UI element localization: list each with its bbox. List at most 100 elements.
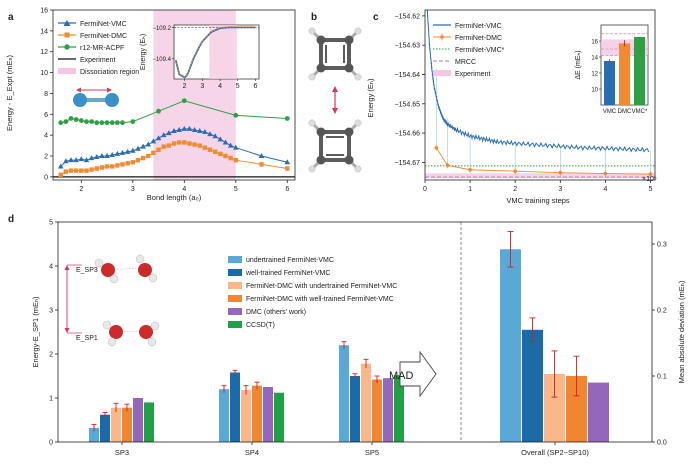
data-point [88,155,95,161]
bar [339,345,349,442]
inset-y-tick-label: 10 [591,88,598,94]
data-point [197,143,202,148]
y-tick-label: 3 [49,308,53,315]
y-tick-label: 16 [40,8,48,15]
panel-a-label: a [8,12,14,23]
x-tick-label: 5 [234,186,238,193]
panel-a-series [57,98,291,177]
data-point [232,144,239,150]
data-point [258,153,265,159]
data-point [228,155,233,161]
y2-tick-label: 0.0 [657,440,667,447]
data-point [79,168,84,173]
y2-tick-label: 0.1 [657,373,667,380]
inset-bar [619,43,630,105]
panel-b: b [308,12,362,173]
data-point [119,149,126,155]
category-label: SP4 [245,448,259,457]
data-point [161,144,166,149]
data-point [84,168,89,173]
data-point [145,141,152,147]
panel-d: d SP3 SP4 SP5 Overall (SP2~SP10) 0 1 2 3 4 5 0.0 0.… [8,214,686,457]
y-tick-label: 12 [40,49,48,56]
legend-d-4: DMC (others' work) [246,309,306,316]
data-point [58,120,64,126]
data-point [94,120,100,126]
data-point [68,168,74,173]
y-tick-label: 2 [44,154,48,161]
data-point [259,162,264,167]
data-point [160,132,167,138]
bar [100,414,110,442]
data-point [78,118,84,123]
oxygen-atom [109,325,123,339]
data-point [110,164,115,169]
data-point [182,140,187,145]
data-point [151,150,156,156]
bar [383,378,393,442]
data-point [156,147,161,152]
data-point [135,145,141,151]
legend-a-expt: Experiment [80,57,115,64]
inset-x-tick-label: 5 [236,83,240,90]
panel-c: c 0 1 2 3 4 5−154.62−154.63−154.64−154.65−154… [366,9,657,205]
y-tick-label: 14 [40,28,48,35]
y2-tick-label: 0.3 [657,241,667,248]
inset-x-tick-label: 2 [183,83,187,90]
data-point [166,130,172,136]
legend-c-vmcstar: FermiNet-VMC* [455,47,505,54]
data-point [99,165,105,170]
data-point [140,155,146,161]
data-point [109,120,115,126]
y-tick-label: −154.67 [395,160,421,167]
data-point [233,112,239,118]
data-point [120,120,125,126]
panel-d-label: d [8,214,14,225]
data-point [196,127,203,133]
panel-c-series [426,9,653,178]
data-point [83,157,90,163]
panel-a: a 2 3 4 5 6 0 2 4 6 8 10 12 14 16 Bond length (a₀) En… [5,8,296,202]
panel-a-inset: 2 3 4 5 6 −109.2 −109.4 Energy (Eₕ) [140,24,260,90]
legend-a-dmc: FermiNet-DMC [80,33,127,40]
y-tick-label: 2 [49,352,53,359]
mad-bar [566,375,587,442]
data-point [166,143,172,148]
y-tick-label: 6 [44,112,48,119]
panel-d-bars [89,230,609,442]
data-point [171,127,177,133]
data-point [227,142,234,148]
data-point [130,160,136,165]
vmc-trace [426,9,650,153]
inset-category-label: DMC [618,109,632,115]
mad-label: MAD [389,370,414,382]
bar [219,389,229,442]
legend-a-vmc: FermiNet-VMC [80,21,127,28]
panel-c-label: c [373,12,379,23]
panel-c-legend: FermiNet-VMC FermiNet-DMC FermiNet-VMC* … [433,23,505,78]
data-point [223,153,228,159]
n2-molecule-illustration [73,87,119,107]
y-tick-label: −154.62 [395,13,421,20]
data-point [187,141,192,146]
data-point [181,125,188,131]
x-tick-label: 3 [558,186,562,193]
panel-c-x-unit: ×10⁵ [642,176,657,183]
data-point [73,117,79,122]
data-point [218,151,223,157]
data-point [68,116,74,121]
legend-d-0: undertrained FermiNet-VMC [246,257,334,264]
y-tick-label: 4 [44,133,48,140]
legend-a-region: Dissociation region [80,69,139,76]
data-point [120,162,125,167]
panel-d-ylabel-right: Mean absolute deviation (mEₕ) [677,280,686,383]
y2-tick-label: 0.2 [657,307,667,314]
y-tick-label: 8 [44,91,48,98]
data-point [150,138,157,144]
y-tick-label: 0 [49,440,53,447]
panel-a-axes [52,9,296,181]
bar [394,375,404,442]
inset-x-tick-label: 3 [200,83,204,90]
y-tick-label: 4 [49,264,53,271]
inset-y-tick-label: 16 [591,40,598,46]
